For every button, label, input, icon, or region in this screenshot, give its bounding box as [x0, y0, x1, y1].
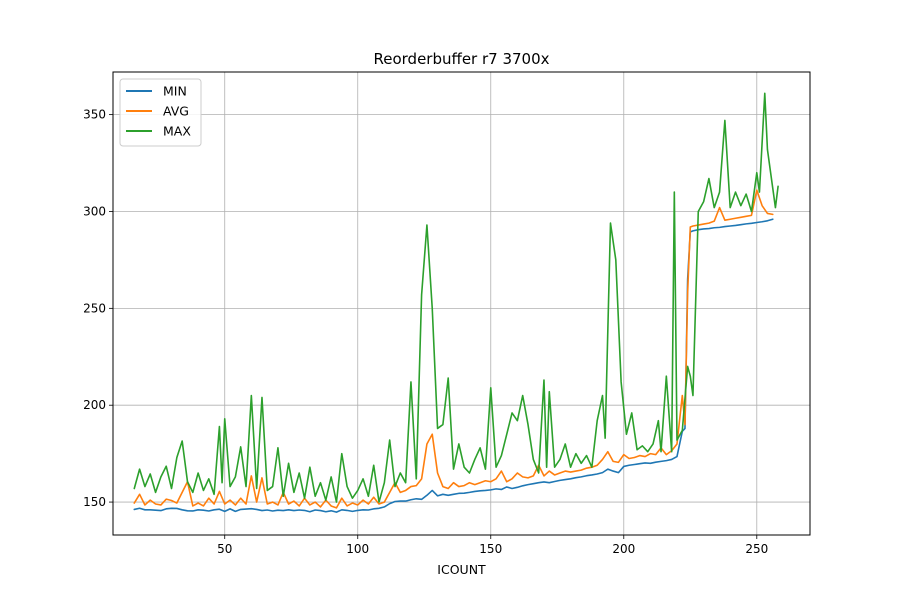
legend-label-avg: AVG	[163, 104, 189, 119]
y-tick-label: 150	[83, 495, 106, 509]
series-line-avg	[133, 189, 774, 509]
series-layer	[133, 92, 779, 513]
y-tick-label: 350	[83, 108, 106, 122]
chart-title: Reorderbuffer r7 3700x	[373, 50, 549, 68]
legend: MIN AVG MAX	[119, 78, 202, 147]
x-tick-label: 100	[346, 542, 369, 556]
legend-box	[119, 78, 202, 147]
x-tick-label: 150	[479, 542, 502, 556]
y-tick-label: 300	[83, 204, 106, 218]
y-tick-label: 250	[83, 301, 106, 315]
legend-label-min: MIN	[163, 84, 187, 99]
series-line-min	[133, 218, 774, 513]
plot-area	[113, 72, 810, 535]
legend-items: MIN AVG MAX	[126, 84, 191, 139]
y-tick-label: 200	[83, 398, 106, 412]
series-line-max	[133, 92, 779, 503]
y-axis: 150 200 250 300 350	[83, 108, 113, 509]
x-axis: 50 100 150 200 250	[217, 535, 768, 556]
x-tick-label: 200	[612, 542, 635, 556]
plot-frame	[112, 71, 811, 536]
x-tick-label: 250	[745, 542, 768, 556]
grid-lines	[113, 72, 810, 535]
x-tick-label: 50	[217, 542, 232, 556]
x-axis-label: ICOUNT	[437, 562, 486, 577]
legend-label-max: MAX	[163, 124, 191, 139]
